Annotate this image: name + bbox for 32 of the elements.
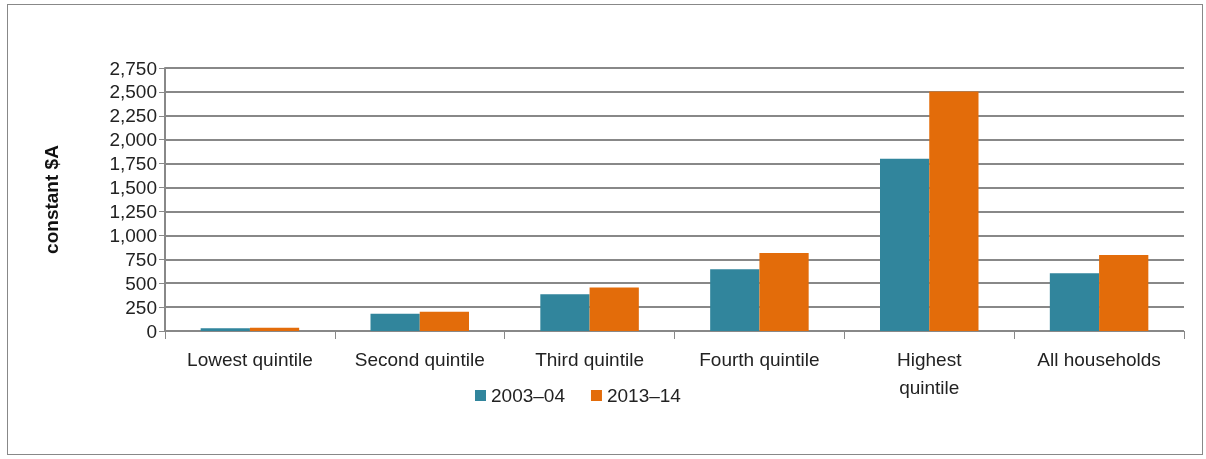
y-tick-label: 750 — [125, 248, 157, 270]
bar — [200, 328, 250, 331]
bar — [589, 287, 639, 331]
x-tick-label: Third quintile — [535, 348, 644, 370]
legend-label: 2013–14 — [606, 385, 682, 406]
bar — [370, 313, 420, 331]
bar — [1099, 254, 1149, 331]
bar — [710, 269, 760, 331]
x-tick-label: Highest quintile — [897, 348, 963, 398]
y-tick-label: 2,000 — [109, 129, 157, 151]
y-tick-label: 1,500 — [109, 177, 157, 199]
x-tick-label: All households — [1037, 348, 1161, 370]
y-tick-label: 0 — [146, 320, 157, 342]
y-tick-label: 2,250 — [109, 105, 157, 127]
y-axis-title: constant $A — [41, 144, 62, 254]
y-tick-label: 2,750 — [109, 57, 157, 79]
x-tick-label: Fourth quintile — [699, 348, 820, 370]
legend-label: 2003–04 — [491, 385, 566, 406]
y-tick-label: 250 — [125, 296, 157, 318]
y-tick-label: 1,750 — [109, 153, 157, 175]
bar — [880, 158, 930, 331]
bar — [1049, 273, 1100, 331]
y-tick-label: 1,250 — [109, 200, 157, 222]
x-tick-label: Lowest quintile — [187, 348, 313, 370]
bar — [929, 91, 979, 331]
x-tick-label: Second quintile — [354, 348, 485, 370]
bar — [540, 294, 590, 331]
y-tick-label: 2,500 — [109, 81, 157, 103]
bar — [759, 253, 809, 331]
y-tick-label: 500 — [125, 272, 157, 294]
y-tick-label: 1,000 — [109, 224, 157, 246]
bar — [419, 311, 469, 331]
